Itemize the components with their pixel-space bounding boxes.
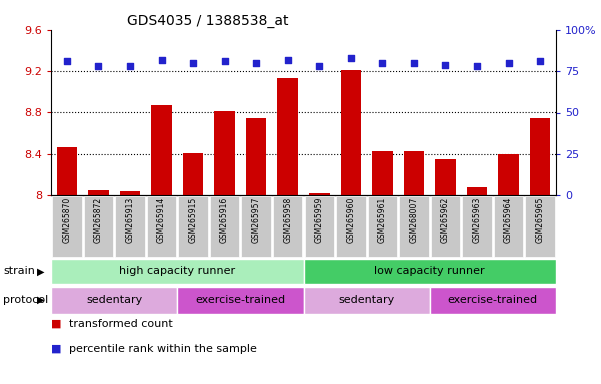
Bar xyxy=(404,151,424,384)
Bar xyxy=(525,195,555,257)
Point xyxy=(188,60,198,66)
Point xyxy=(346,55,356,61)
Text: strain: strain xyxy=(3,266,35,276)
Bar xyxy=(242,195,271,257)
Bar xyxy=(368,195,397,257)
Text: exercise-trained: exercise-trained xyxy=(448,295,538,305)
Point xyxy=(472,63,482,70)
Text: transformed count: transformed count xyxy=(69,319,173,329)
Bar xyxy=(51,286,177,313)
Text: GSM265965: GSM265965 xyxy=(535,197,545,243)
Point xyxy=(157,56,166,63)
Point xyxy=(283,56,293,63)
Text: GSM265870: GSM265870 xyxy=(63,197,72,243)
Bar xyxy=(56,147,77,384)
Bar xyxy=(430,286,556,313)
Point xyxy=(220,58,230,65)
Bar xyxy=(278,78,298,384)
Text: high capacity runner: high capacity runner xyxy=(119,266,236,276)
Text: ■: ■ xyxy=(51,319,61,329)
Bar xyxy=(431,195,460,257)
Point xyxy=(314,63,324,70)
Bar xyxy=(530,118,551,384)
Text: protocol: protocol xyxy=(3,295,48,305)
Point xyxy=(62,58,72,65)
Bar xyxy=(304,259,556,284)
Bar xyxy=(462,195,492,257)
Bar xyxy=(115,195,145,257)
Bar xyxy=(305,195,334,257)
Text: GDS4035 / 1388538_at: GDS4035 / 1388538_at xyxy=(127,13,288,28)
Text: GSM265960: GSM265960 xyxy=(346,197,355,243)
Text: GSM265957: GSM265957 xyxy=(252,197,261,243)
Point xyxy=(251,60,261,66)
Bar xyxy=(120,191,140,384)
Bar xyxy=(336,195,365,257)
Bar xyxy=(372,151,392,384)
Bar xyxy=(341,70,361,384)
Bar xyxy=(178,195,208,257)
Text: ▶: ▶ xyxy=(37,266,44,276)
Bar xyxy=(273,195,302,257)
Bar xyxy=(52,195,82,257)
Text: GSM265913: GSM265913 xyxy=(126,197,135,243)
Bar xyxy=(147,195,176,257)
Bar xyxy=(84,195,113,257)
Text: GSM265964: GSM265964 xyxy=(504,197,513,243)
Bar xyxy=(51,259,304,284)
Bar xyxy=(309,193,329,384)
Text: ▶: ▶ xyxy=(37,295,44,305)
Bar xyxy=(498,154,519,384)
Bar xyxy=(494,195,523,257)
Text: GSM265915: GSM265915 xyxy=(189,197,198,243)
Bar xyxy=(177,286,304,313)
Bar xyxy=(246,118,266,384)
Point xyxy=(94,63,103,70)
Text: ■: ■ xyxy=(51,344,61,354)
Text: GSM265959: GSM265959 xyxy=(315,197,324,243)
Bar xyxy=(399,195,429,257)
Text: GSM268007: GSM268007 xyxy=(409,197,418,243)
Point xyxy=(125,63,135,70)
Bar xyxy=(467,187,487,384)
Text: GSM265872: GSM265872 xyxy=(94,197,103,243)
Bar xyxy=(435,159,456,384)
Text: GSM265962: GSM265962 xyxy=(441,197,450,243)
Text: low capacity runner: low capacity runner xyxy=(374,266,485,276)
Bar xyxy=(151,105,172,384)
Bar xyxy=(215,111,235,384)
Point xyxy=(535,58,545,65)
Point xyxy=(441,61,450,68)
Bar xyxy=(210,195,239,257)
Text: GSM265916: GSM265916 xyxy=(220,197,229,243)
Text: sedentary: sedentary xyxy=(86,295,142,305)
Bar xyxy=(304,286,430,313)
Text: GSM265963: GSM265963 xyxy=(472,197,481,243)
Text: GSM265961: GSM265961 xyxy=(378,197,387,243)
Bar xyxy=(183,153,203,384)
Bar xyxy=(88,190,109,384)
Point xyxy=(409,60,419,66)
Text: GSM265914: GSM265914 xyxy=(157,197,166,243)
Text: exercise-trained: exercise-trained xyxy=(195,295,285,305)
Text: percentile rank within the sample: percentile rank within the sample xyxy=(69,344,257,354)
Point xyxy=(377,60,387,66)
Text: GSM265958: GSM265958 xyxy=(283,197,292,243)
Point xyxy=(504,60,513,66)
Text: sedentary: sedentary xyxy=(338,295,395,305)
